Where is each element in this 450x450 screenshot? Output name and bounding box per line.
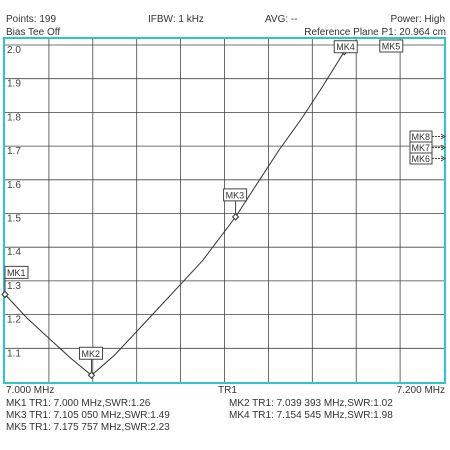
marker-label: MK7	[412, 143, 431, 153]
marker-arrow-head	[440, 155, 446, 162]
x-start-label: 7.000 MHz	[6, 385, 55, 396]
plot-frame	[3, 37, 446, 384]
marker-readout-mk5: MK5 TR1: 7.175 757 MHz,SWR:2.23	[6, 422, 170, 433]
marker-box	[78, 346, 103, 360]
marker-diamond	[87, 371, 96, 379]
y-tick-label: 2.0	[7, 45, 21, 56]
marker-arrow-head	[440, 144, 446, 151]
marker-diamond	[1, 290, 9, 299]
marker-label: MK2	[81, 349, 100, 359]
marker-label: MK4	[336, 42, 355, 52]
y-tick-label: 1.7	[7, 146, 21, 157]
marker-mk1: MK1	[1, 265, 29, 299]
offscreen-marker-mk6: MK6	[409, 152, 446, 165]
offscreen-marker-mk7: MK7	[409, 141, 446, 154]
marker-arrow-head	[440, 133, 446, 140]
marker-mk4: MK4	[333, 40, 358, 56]
marker-readout-mk4: MK4 TR1: 7.154 545 MHz,SWR:1.98	[229, 410, 393, 421]
y-tick-label: 1.1	[7, 348, 21, 359]
marker-mk3: MK3	[223, 188, 248, 221]
ifbw-readout: IFBW: 1 kHz	[148, 14, 204, 25]
bias-tee-status: Bias Tee Off	[6, 27, 61, 38]
marker-label: MK3	[226, 190, 245, 200]
y-axis-ticks: 2.0 1.9 1.8 1.7 1.6 1.5 1.4 1.3 1.2 1.1	[7, 45, 21, 359]
marker-label: MK8	[412, 132, 431, 142]
marker-box	[333, 40, 358, 54]
marker-box	[4, 265, 29, 279]
grid	[5, 39, 444, 382]
y-tick-label: 1.9	[7, 79, 21, 90]
marker-readout-mk2: MK2 TR1: 7.039 393 MHz,SWR:1.02	[229, 398, 393, 409]
y-tick-label: 1.8	[7, 112, 21, 123]
marker-box	[379, 39, 404, 53]
offscreen-marker-mk8: MK8	[409, 130, 446, 143]
marker-label: MK6	[412, 154, 431, 164]
y-tick-label: 1.4	[7, 247, 21, 258]
marker-label: MK5	[382, 42, 401, 52]
swr-trace	[4, 44, 352, 376]
marker-readout-mk3: MK3 TR1: 7.105 050 MHz,SWR:1.49	[6, 410, 170, 421]
points-readout: Points: 199	[6, 14, 57, 25]
x-end-label: 7.200 MHz	[396, 385, 445, 396]
markers: MK1 MK2 MK3 MK4 MK5	[1, 39, 404, 379]
y-tick-label: 1.5	[7, 214, 21, 225]
marker-mk5: MK5	[379, 39, 404, 53]
y-tick-label: 1.2	[7, 315, 21, 326]
power-readout: Power: High	[390, 14, 445, 25]
marker-diamond	[231, 213, 240, 221]
reference-plane-readout: Reference Plane P1: 20.964 cm	[304, 27, 446, 38]
y-tick-label: 1.3	[7, 281, 21, 292]
marker-box	[223, 188, 248, 202]
marker-label: MK1	[7, 268, 26, 278]
trace-label: TR1	[218, 385, 237, 396]
avg-readout: AVG: --	[265, 14, 298, 25]
marker-readout-mk1: MK1 TR1: 7.000 MHz,SWR:1.26	[6, 398, 151, 409]
y-tick-label: 1.6	[7, 180, 21, 191]
marker-mk2: MK2	[78, 346, 103, 379]
